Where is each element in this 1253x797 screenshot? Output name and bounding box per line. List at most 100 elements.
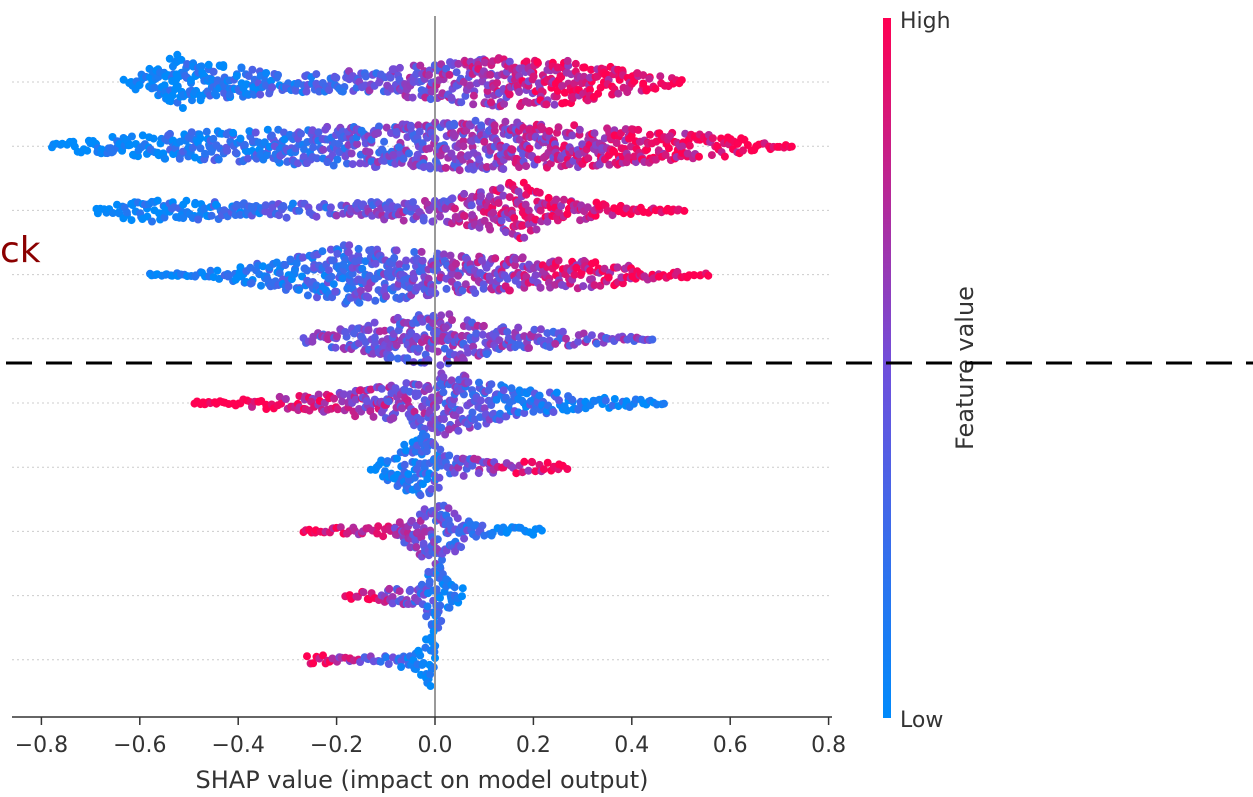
shap-point	[268, 83, 277, 92]
shap-point	[447, 376, 456, 385]
shap-point	[579, 282, 588, 291]
shap-point	[187, 128, 196, 137]
shap-point	[522, 57, 531, 66]
shap-point	[570, 270, 579, 279]
shap-point	[329, 161, 338, 170]
shap-point	[164, 131, 173, 140]
shap-point	[172, 82, 181, 91]
shap-point	[389, 151, 398, 159]
shap-point	[197, 62, 206, 71]
shap-point	[586, 266, 595, 275]
shap-point	[400, 460, 409, 469]
shap-point	[385, 584, 394, 593]
shap-point	[512, 469, 521, 478]
shap-point	[336, 523, 345, 532]
shap-point	[646, 130, 654, 139]
shap-point	[274, 71, 282, 79]
shap-point	[369, 412, 378, 421]
shap-point	[422, 447, 431, 456]
shap-point	[532, 225, 541, 234]
shap-point	[426, 95, 435, 104]
shap-point	[476, 396, 485, 405]
shap-point	[552, 195, 561, 204]
shap-point	[383, 457, 392, 466]
shap-point	[557, 201, 566, 210]
shap-point	[179, 214, 188, 223]
shap-point	[479, 321, 488, 330]
shap-point	[232, 72, 241, 80]
shap-point	[464, 348, 472, 357]
shap-point	[708, 134, 717, 143]
shap-point	[457, 98, 466, 107]
shap-point	[438, 555, 446, 564]
shap-point	[419, 539, 428, 548]
shap-point	[394, 326, 403, 335]
shap-point	[683, 149, 692, 158]
shap-point	[379, 532, 388, 541]
shap-point	[442, 144, 450, 153]
shap-point	[459, 142, 468, 151]
shap-point	[502, 412, 511, 421]
shap-point	[713, 142, 722, 151]
shap-point	[457, 543, 466, 552]
shap-point	[108, 209, 117, 217]
shap-point	[279, 128, 288, 137]
shap-point	[477, 192, 485, 201]
shap-point	[388, 65, 397, 74]
shap-point	[397, 663, 406, 671]
shap-point	[388, 599, 397, 608]
shap-point	[384, 660, 393, 668]
shap-point	[351, 412, 360, 421]
shap-point	[312, 70, 321, 79]
shap-point	[425, 162, 434, 170]
shap-point	[418, 139, 427, 148]
shap-point	[432, 585, 441, 594]
shap-point	[414, 121, 423, 130]
shap-point	[331, 287, 340, 296]
shap-point	[333, 332, 341, 341]
shap-point	[436, 361, 445, 370]
x-tick-label: 0.6	[713, 733, 748, 758]
shap-point	[177, 55, 186, 64]
shap-point	[300, 264, 309, 273]
shap-point	[319, 651, 327, 660]
shap-point	[514, 323, 523, 332]
shap-point	[468, 408, 477, 417]
shap-point	[507, 384, 516, 393]
shap-point	[478, 330, 487, 339]
shap-point	[525, 343, 533, 352]
shap-point	[514, 408, 523, 417]
shap-point	[634, 125, 643, 134]
shap-point	[539, 465, 548, 474]
shap-point	[410, 407, 419, 416]
shap-point	[529, 407, 538, 416]
shap-point	[327, 272, 336, 281]
shap-point	[685, 141, 694, 150]
shap-point	[290, 266, 299, 275]
shap-point	[591, 258, 600, 267]
shap-point	[594, 89, 603, 98]
shap-point	[441, 163, 450, 172]
shap-point	[535, 391, 544, 400]
shap-point	[469, 91, 478, 100]
shap-point	[265, 89, 274, 98]
shap-point	[695, 152, 703, 161]
shap-point	[338, 397, 347, 406]
shap-point	[492, 395, 501, 404]
shap-point	[468, 211, 477, 219]
shap-point	[639, 71, 648, 80]
shap-point	[149, 134, 158, 143]
shap-point	[512, 255, 521, 264]
shap-point	[223, 146, 232, 155]
shap-point	[477, 121, 486, 130]
shap-point	[590, 281, 599, 290]
shap-point	[267, 131, 276, 140]
shap-point	[461, 280, 470, 289]
shap-point	[559, 195, 568, 204]
shap-point	[587, 65, 596, 74]
shap-point	[482, 163, 491, 171]
shap-point	[678, 142, 687, 151]
shap-point	[448, 194, 457, 203]
shap-point	[648, 335, 657, 344]
shap-point	[437, 311, 446, 320]
